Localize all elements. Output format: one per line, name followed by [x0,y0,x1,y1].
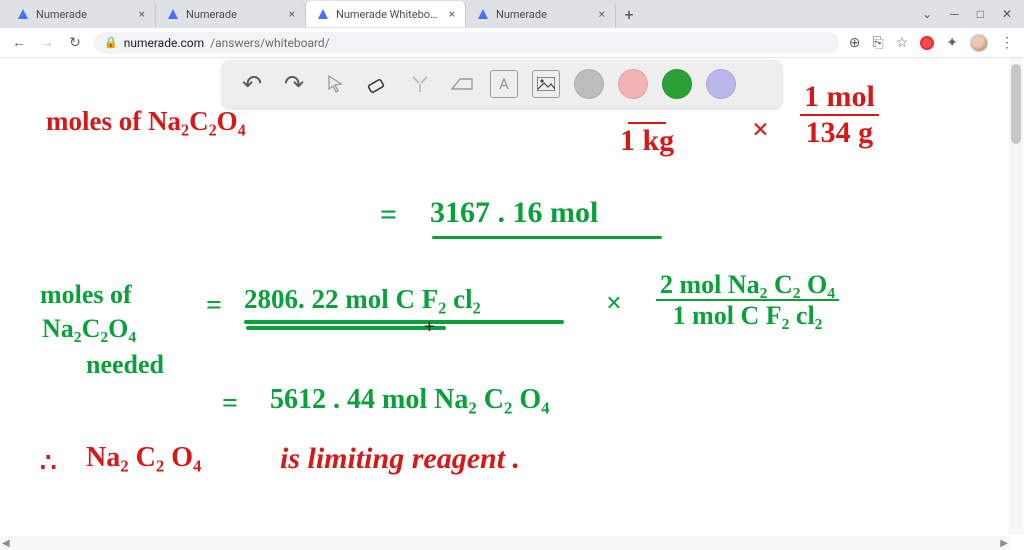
hand-line3-frac: 2 mol Na₂ C₂ O₄1 mol C F₂ cl₂ [656,270,839,330]
crosshair-cursor-icon: + [424,316,435,337]
new-tab-button[interactable]: + [616,5,642,24]
hand-line1-left: moles of Na₂C₂O₄ [46,106,246,137]
color-lavender[interactable] [706,69,736,99]
extensions-icon[interactable]: ✦ [946,35,958,51]
hand-line3-underline2 [246,326,446,330]
whiteboard-canvas[interactable]: ↶ ↷ A moles of Na₂C₂O₄ —1 kg × 1 mol134 … [0,58,1024,550]
color-green[interactable] [662,69,692,99]
hand-line2-underline [432,236,662,239]
hand-line3-times: × [606,288,622,320]
hand-line5-formula: Na₂ C₂ O₄ [86,442,201,474]
tab-numerade-2[interactable]: Numerade × [156,1,306,27]
close-window-button[interactable]: ✕ [1002,7,1012,21]
tab-whiteboard[interactable]: Numerade Whiteboard × [306,1,466,27]
favicon-icon [166,7,180,21]
hand-line5-text: is limiting reagent . [280,442,520,476]
hand-line3-numleft: 2806. 22 mol C F₂ cl₂ [244,284,481,315]
url-domain: numerade.com [124,36,204,50]
whiteboard-toolbar: ↶ ↷ A [222,60,782,108]
horizontal-scrollbar[interactable]: ◀▶ [0,536,1010,550]
chevron-down-icon[interactable]: ⌄ [922,7,932,21]
text-tool-icon[interactable]: A [490,70,518,98]
vertical-scrollbar[interactable] [1009,58,1023,534]
browser-right-icons: ⊕ ⎘ ☆ ✦ ⋮ [849,34,1014,52]
share-icon[interactable]: ⎘ [873,35,884,51]
tab-bar: Numerade × Numerade × Numerade Whiteboar… [0,0,1024,28]
reload-button[interactable]: ↻ [66,35,84,51]
pointer-tool-icon[interactable] [322,70,350,98]
hand-line3-eq: = [206,290,222,322]
redo-button[interactable]: ↷ [280,70,308,98]
hand-line2-eq: = [380,198,397,232]
undo-button[interactable]: ↶ [238,70,266,98]
zoom-icon[interactable]: ⊕ [849,35,861,51]
window-controls: ⌄ ─ □ ✕ [922,7,1024,21]
minimize-button[interactable]: ─ [950,7,959,21]
tab-title: Numerade [496,8,593,21]
hand-line2-val: 3167 . 16 mol [430,196,598,230]
tab-numerade-1[interactable]: Numerade × [6,1,156,27]
url-input[interactable]: 🔒 numerade.com/answers/whiteboard/ [94,32,839,54]
eraser-tool-icon[interactable] [364,70,392,98]
favicon-icon [316,7,330,21]
kebab-menu-icon[interactable]: ⋮ [1000,35,1014,51]
clear-tool-icon[interactable] [448,70,476,98]
close-icon[interactable]: × [289,7,295,21]
url-path: /answers/whiteboard/ [210,36,330,50]
hand-line3-label3: needed [86,350,164,380]
close-icon[interactable]: × [139,7,145,21]
opera-icon[interactable] [920,36,934,50]
tab-title: Numerade [36,8,133,21]
hand-line1-rightfrac: 1 mol134 g [800,80,879,148]
color-pink[interactable] [618,69,648,99]
hand-line3-label1: moles of [40,280,132,310]
forward-button[interactable]: → [38,34,56,51]
close-icon[interactable]: × [599,7,605,21]
hand-line1-times: × [752,113,769,147]
maximize-button[interactable]: □ [977,7,984,21]
profile-avatar[interactable] [970,34,988,52]
tab-title: Numerade Whiteboard [336,8,443,21]
hand-line3-underline1 [244,320,564,324]
address-bar: ← → ↻ 🔒 numerade.com/answers/whiteboard/… [0,28,1024,58]
favicon-icon [476,7,490,21]
close-icon[interactable]: × [449,7,455,21]
image-tool-icon[interactable] [532,70,560,98]
color-gray[interactable] [574,69,604,99]
bookmark-star-icon[interactable]: ☆ [896,35,909,51]
tools-icon[interactable] [406,70,434,98]
hand-line4-val: 5612 . 44 mol Na₂ C₂ O₄ [270,384,550,416]
hand-line3-label2: Na₂C₂O₄ [42,314,136,344]
favicon-icon [16,7,30,21]
hand-line5-therefore: ∴ [40,448,57,478]
lock-icon: 🔒 [104,36,118,49]
scrollbar-thumb[interactable] [1011,64,1021,144]
back-button[interactable]: ← [10,34,28,51]
hand-line4-eq: = [222,388,238,420]
tab-numerade-4[interactable]: Numerade × [466,1,616,27]
tab-title: Numerade [186,8,283,21]
